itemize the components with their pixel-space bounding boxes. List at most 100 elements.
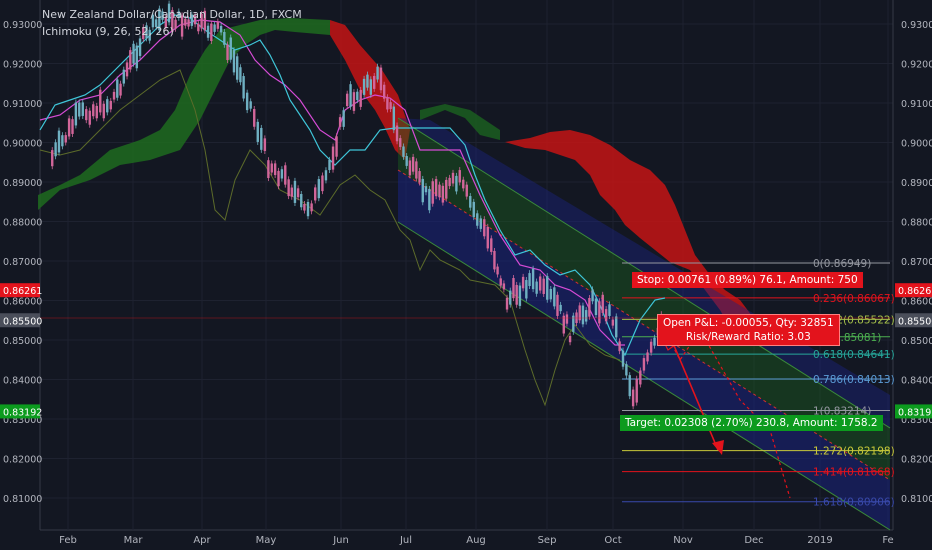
projection-arrows <box>657 317 791 499</box>
candle-body <box>67 118 71 137</box>
candle-body <box>119 83 122 96</box>
candle-body <box>521 276 525 289</box>
candle-body <box>615 316 618 338</box>
price-tag-right-text-target: 0.83192 <box>898 407 932 418</box>
candle-body <box>493 250 496 270</box>
candle-body <box>154 19 158 27</box>
y-axis: 0.81000 0.82000 0.83000 0.84000 0.85000 0.860… <box>901 20 932 505</box>
candle-body <box>158 8 161 31</box>
candle-body <box>428 188 431 211</box>
candle-body <box>122 69 125 84</box>
x-tick-label: Feb <box>59 535 77 546</box>
target-position-label[interactable]: Target: 0.02308 (2.70%) 230.8, Amount: 1… <box>620 415 883 431</box>
candle-body <box>458 170 461 183</box>
candle-body <box>300 194 303 208</box>
candle-body <box>256 121 259 142</box>
candle-body <box>164 17 168 28</box>
candle-body <box>125 62 129 77</box>
candle-body <box>106 99 109 113</box>
candle-body <box>81 102 84 116</box>
candle-body <box>611 319 615 326</box>
price-tag-right-stop <box>895 283 932 298</box>
open-pnl-label[interactable]: Open P&L: -0.00055, Qty: 32851 Risk/Rewa… <box>657 314 840 346</box>
y-tick-label: 0.81000 <box>901 494 932 505</box>
candle-body <box>112 91 116 100</box>
y-tick-label-left: 0.93000 <box>3 20 42 31</box>
candle-body <box>584 310 588 322</box>
candle-body <box>99 89 102 113</box>
candle-body <box>499 278 502 286</box>
x-tick-label: Aug <box>466 535 486 546</box>
y-tick-label: 0.93000 <box>901 20 932 31</box>
candle-body <box>601 294 604 313</box>
y-tick-label: 0.87000 <box>901 257 932 268</box>
channel-line-2 <box>397 221 891 531</box>
y-tick-label: 0.83000 <box>901 415 932 426</box>
cloud-bull-2 <box>420 104 500 140</box>
price-tag-right-text-stop: 0.86261 <box>898 286 932 297</box>
candle-body <box>296 188 300 198</box>
y-tick-label-left: 0.90000 <box>3 139 42 150</box>
candle-body <box>455 175 458 192</box>
candle-body <box>197 23 200 32</box>
candle-body <box>565 314 569 324</box>
candle-body <box>415 161 418 179</box>
candle-body <box>528 273 531 286</box>
channel-upper-band <box>398 118 890 480</box>
candle-body <box>263 138 267 152</box>
price-tag-left-current <box>0 313 40 328</box>
candle-body <box>559 304 562 312</box>
y-tick-label: 0.85000 <box>901 336 932 347</box>
candle-body <box>625 364 628 376</box>
candle-body <box>386 97 389 110</box>
y-tick-label: 0.86000 <box>901 297 932 308</box>
candle-body <box>249 101 252 109</box>
price-tag-right-text-current: 0.85500 <box>898 316 932 327</box>
candle-body <box>177 11 181 18</box>
y-tick-label-left: 0.92000 <box>3 60 42 71</box>
candle-body <box>148 29 151 41</box>
candle-body <box>135 45 138 69</box>
candle-body <box>635 378 638 403</box>
x-tick-label: Sep <box>538 535 557 546</box>
candle-body <box>71 119 74 134</box>
candle-body <box>74 102 78 126</box>
candle-body <box>556 294 559 316</box>
price-tag-left-stop <box>0 283 40 298</box>
x-tick-label: Oct <box>604 535 621 546</box>
candle-body <box>408 160 412 176</box>
candle-body <box>490 238 493 252</box>
candle-body <box>438 184 441 198</box>
candle-body <box>161 11 164 20</box>
candle-body <box>335 136 338 157</box>
candle-body <box>213 24 216 32</box>
candle-body <box>553 287 556 307</box>
candle-body <box>639 370 642 385</box>
candle-body <box>116 79 119 98</box>
candle-body <box>642 358 646 371</box>
candle-body <box>345 93 349 107</box>
candle-body <box>515 284 518 305</box>
stop-position-label[interactable]: Stop: 0.00761 (0.89%) 76.1, Amount: 750 <box>632 272 863 288</box>
candle-body <box>95 105 98 119</box>
candle-body <box>535 281 538 294</box>
candle-body <box>366 74 369 88</box>
candle-body <box>267 160 270 179</box>
candle-body <box>277 170 280 187</box>
y-tick-label-left: 0.87000 <box>3 257 42 268</box>
candle-body <box>193 15 197 25</box>
candle-body <box>216 21 220 29</box>
candle-body <box>232 50 236 73</box>
candle-body <box>306 201 310 217</box>
candle-body <box>486 226 489 249</box>
y-tick-label: 0.92000 <box>901 60 932 71</box>
candle-body <box>229 37 232 60</box>
candle-body <box>310 203 313 212</box>
candle-body <box>465 184 468 197</box>
candle-body <box>203 10 207 31</box>
candle-body <box>418 171 421 183</box>
fib-label-1.618: 1.618(0.80906) <box>813 497 895 509</box>
candle-body <box>328 159 331 171</box>
candle-body <box>356 91 359 101</box>
x-tick-label: May <box>256 535 277 546</box>
